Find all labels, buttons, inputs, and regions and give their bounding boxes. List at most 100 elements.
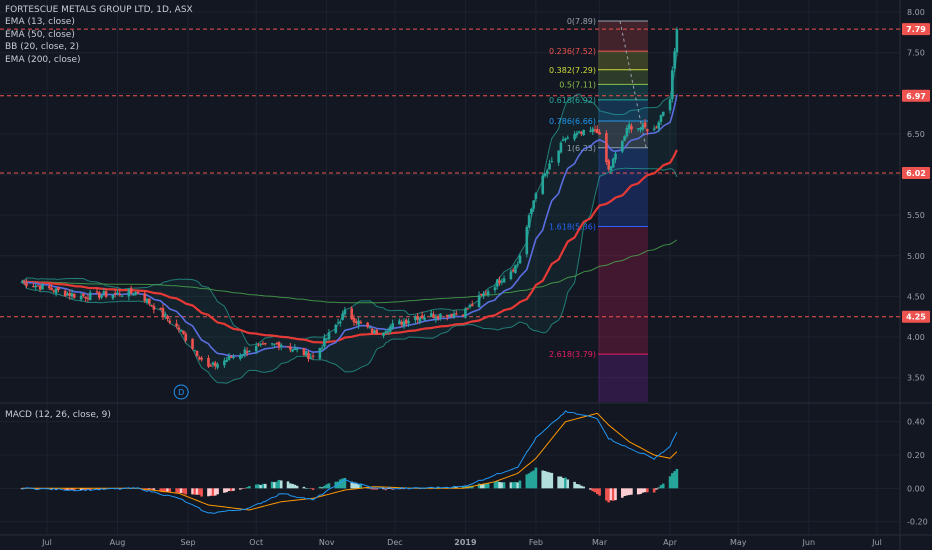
candle-body xyxy=(134,292,137,295)
macd-histogram-bar xyxy=(79,488,83,491)
macd-histogram-bar xyxy=(241,488,244,489)
macd-histogram-bar xyxy=(639,488,642,495)
macd-histogram-bar xyxy=(279,480,283,489)
event-marker-label[interactable]: D xyxy=(178,388,184,397)
x-tick-label: Feb xyxy=(529,538,543,547)
macd-histogram-bar xyxy=(198,488,201,495)
candle-body xyxy=(448,314,451,317)
candle-body xyxy=(434,317,438,320)
candle-body xyxy=(20,281,24,283)
macd-histogram-bar xyxy=(389,488,392,489)
candle-body xyxy=(502,278,506,283)
macd-histogram-bar xyxy=(509,482,513,489)
candle-body xyxy=(366,322,369,328)
candle-body xyxy=(673,51,676,69)
macd-histogram-bar xyxy=(430,487,433,489)
fib-level-label[interactable]: 0.382(7.29) xyxy=(549,66,596,75)
macd-histogram-bar xyxy=(580,485,583,489)
candle-body xyxy=(111,294,115,299)
legend-ema13[interactable]: EMA (13, close) xyxy=(5,17,75,28)
candle-body xyxy=(86,297,90,300)
macd-histogram-bar xyxy=(561,478,565,489)
fib-level-label[interactable]: 0.786(6.66) xyxy=(549,117,596,126)
candle-body xyxy=(532,200,535,209)
macd-histogram-bar xyxy=(593,488,597,493)
candle-body xyxy=(104,291,108,297)
candle-body xyxy=(302,348,306,356)
candle-body xyxy=(22,281,26,283)
macd-histogram-bar xyxy=(289,483,292,489)
macd-histogram-bar xyxy=(341,478,344,489)
candle-body xyxy=(593,129,597,131)
legend-bb[interactable]: BB (20, close, 2) xyxy=(5,42,80,53)
macd-histogram-bar xyxy=(54,488,58,490)
candle-body xyxy=(193,350,197,352)
x-tick-label: Apr xyxy=(663,538,678,547)
y-tick-label: 7.50 xyxy=(907,49,925,58)
macd-legend[interactable]: MACD (12, 26, close, 9) xyxy=(5,410,111,420)
macd-histogram-bar xyxy=(359,483,363,489)
candle-body xyxy=(464,308,467,318)
candle-body xyxy=(166,315,169,319)
candle-body xyxy=(245,351,249,353)
candle-body xyxy=(368,327,372,329)
horizontal-lines[interactable] xyxy=(0,28,900,318)
fib-level-label[interactable]: 1.618(5.36) xyxy=(549,223,596,232)
macd-histogram-bar xyxy=(148,488,151,489)
candle-body xyxy=(671,70,674,99)
x-tick-label: Aug xyxy=(110,538,126,547)
candle-body xyxy=(132,294,135,296)
legend-ema50[interactable]: EMA (50, close) xyxy=(5,29,75,40)
event-marker[interactable] xyxy=(173,384,189,400)
fib-level-label[interactable]: 0.618(6.92) xyxy=(549,96,596,105)
candle-body xyxy=(175,323,178,327)
macd-histogram-bar xyxy=(88,488,92,491)
price-label: 7.79 xyxy=(906,25,926,34)
candle-body xyxy=(264,343,267,345)
x-tick-label: May xyxy=(730,538,747,547)
fib-level-label[interactable]: 0(7.89) xyxy=(567,17,596,26)
candle-body xyxy=(548,163,551,170)
legend-ema200[interactable]: EMA (200, close) xyxy=(5,54,81,65)
candle-body xyxy=(589,130,592,132)
candle-body xyxy=(561,139,565,141)
macd-histogram-bar xyxy=(386,488,390,489)
candle-body xyxy=(404,319,408,324)
fib-level-label[interactable]: 0.5(7.11) xyxy=(559,80,596,89)
macd-histogram-bar xyxy=(541,470,545,489)
macd-histogram-bar xyxy=(623,488,626,497)
candle-body xyxy=(41,284,44,290)
candle-body xyxy=(430,313,433,317)
fib-level-label[interactable]: 1(6.33) xyxy=(567,144,596,153)
candle-body xyxy=(414,316,417,321)
candle-body xyxy=(461,314,465,317)
macd-histogram-bar xyxy=(630,488,633,495)
fib-retracement[interactable]: 0(7.89) 0.236(7.52) 0.382(7.29) 0.5(7.11) 0.… xyxy=(549,17,648,402)
macd-histogram-bar xyxy=(238,488,242,490)
fib-level-label[interactable]: 2.618(3.79) xyxy=(549,350,596,359)
macd-histogram-bar xyxy=(673,471,676,489)
candle-body xyxy=(248,350,251,352)
macd-histogram-bar xyxy=(66,488,69,491)
candle-body xyxy=(500,281,504,283)
macd-histogram-bar xyxy=(511,482,515,489)
macd-histogram-bar xyxy=(223,488,226,493)
candle-body xyxy=(375,329,379,335)
macd-histogram-bar xyxy=(577,484,581,489)
macd-histogram-bar xyxy=(548,472,551,489)
fib-level-label[interactable]: 0.236(7.52) xyxy=(549,47,596,56)
candle-body xyxy=(34,285,37,288)
candle-body xyxy=(498,280,501,284)
macd-histogram-bar xyxy=(343,477,347,489)
macd-histogram-bar xyxy=(627,488,631,496)
candle-body xyxy=(261,343,265,345)
candle-body xyxy=(591,128,595,132)
macd-histogram-bar xyxy=(641,488,645,493)
candle-body xyxy=(357,320,360,325)
candle-body xyxy=(270,343,274,345)
candle-body xyxy=(350,308,354,320)
candle-body xyxy=(557,150,560,163)
macd-histogram-bar xyxy=(311,488,315,490)
candle-body xyxy=(286,346,290,348)
